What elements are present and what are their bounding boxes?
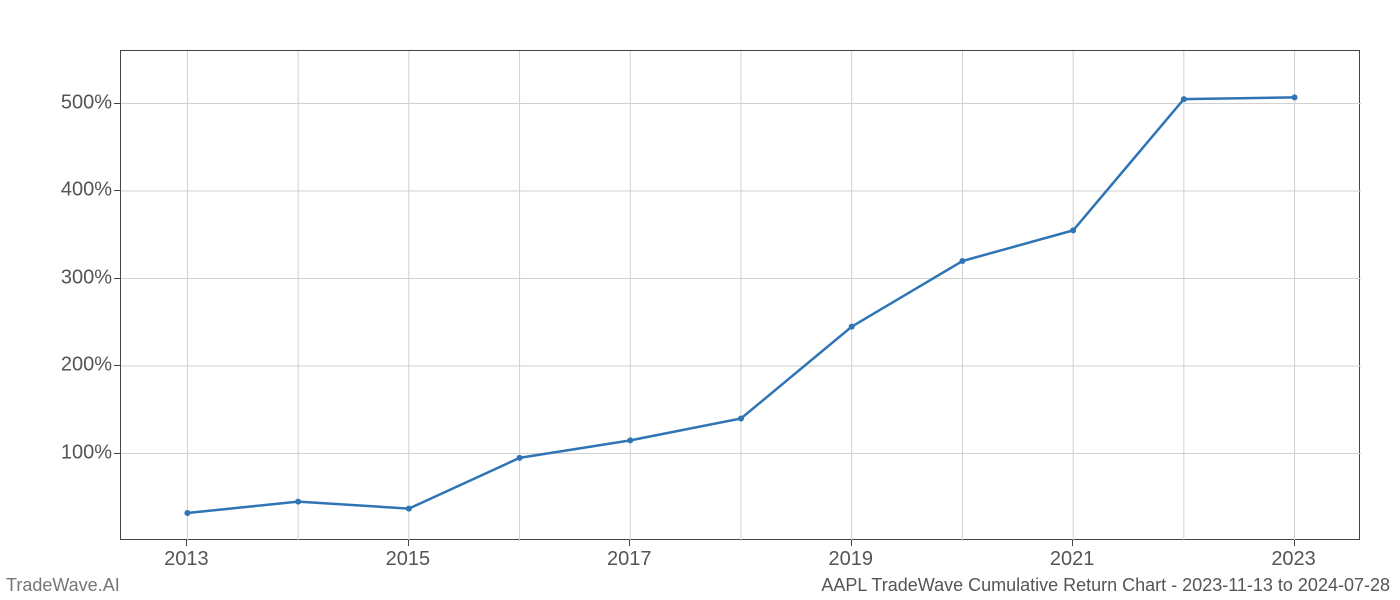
data-marker xyxy=(406,506,412,512)
chart-svg xyxy=(121,51,1359,539)
y-tick-mark xyxy=(114,103,120,104)
x-tick-mark xyxy=(1072,540,1073,546)
data-marker xyxy=(517,455,523,461)
data-marker xyxy=(849,324,855,330)
data-marker xyxy=(738,416,744,422)
x-tick-mark xyxy=(629,540,630,546)
x-tick-label: 2015 xyxy=(386,548,431,571)
x-tick-mark xyxy=(851,540,852,546)
y-tick-label: 300% xyxy=(32,266,112,289)
x-tick-label: 2013 xyxy=(164,548,209,571)
y-tick-label: 500% xyxy=(32,91,112,114)
chart-plot-area xyxy=(120,50,1360,540)
x-tick-label: 2023 xyxy=(1271,548,1316,571)
x-tick-mark xyxy=(408,540,409,546)
x-tick-mark xyxy=(186,540,187,546)
y-tick-label: 200% xyxy=(32,354,112,377)
footer-caption: AAPL TradeWave Cumulative Return Chart -… xyxy=(821,575,1390,596)
data-marker xyxy=(295,499,301,505)
y-tick-mark xyxy=(114,278,120,279)
data-marker xyxy=(1070,227,1076,233)
x-tick-mark xyxy=(1294,540,1295,546)
y-tick-mark xyxy=(114,365,120,366)
y-tick-label: 400% xyxy=(32,179,112,202)
x-tick-label: 2021 xyxy=(1050,548,1095,571)
data-marker xyxy=(627,437,633,443)
data-marker xyxy=(184,510,190,516)
data-marker xyxy=(959,258,965,264)
x-tick-label: 2019 xyxy=(828,548,873,571)
y-tick-label: 100% xyxy=(32,441,112,464)
y-tick-mark xyxy=(114,190,120,191)
footer-brand: TradeWave.AI xyxy=(6,575,120,596)
x-tick-label: 2017 xyxy=(607,548,652,571)
y-tick-mark xyxy=(114,453,120,454)
data-marker xyxy=(1292,94,1298,100)
data-marker xyxy=(1181,96,1187,102)
